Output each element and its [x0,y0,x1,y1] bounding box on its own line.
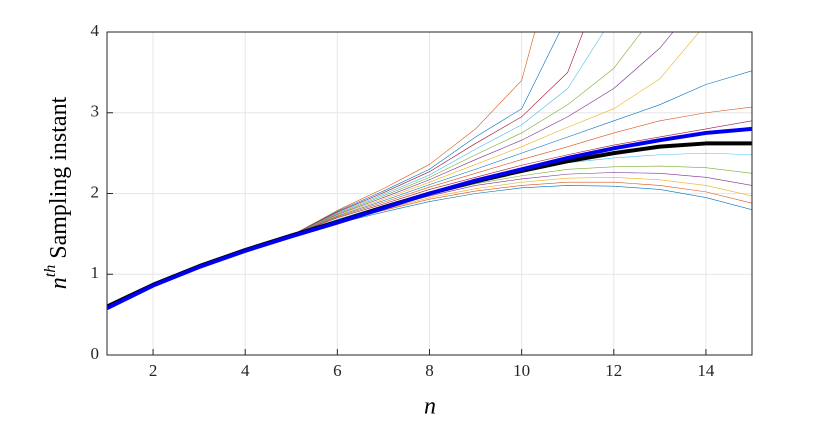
x-tick-label: 8 [425,361,434,380]
y-tick-label: 1 [91,263,100,282]
y-tick-label: 4 [91,21,100,40]
y-tick-label: 3 [91,102,100,121]
y-axis-label: nth Sampling instant [42,96,72,289]
series-line [107,126,752,310]
y-label-rest: Sampling instant [46,96,72,264]
y-label-base: n [46,277,72,289]
x-tick-label: 2 [149,361,158,380]
x-tick-label: 12 [605,361,622,380]
x-tick-label: 4 [241,361,250,380]
y-tick-label: 0 [91,344,100,363]
x-tick-label: 10 [513,361,530,380]
y-label-sup: th [42,265,59,277]
x-tick-label: 6 [333,361,342,380]
x-axis-label: n [424,394,436,420]
y-tick-label: 2 [91,182,100,201]
x-tick-label: 14 [697,361,715,380]
